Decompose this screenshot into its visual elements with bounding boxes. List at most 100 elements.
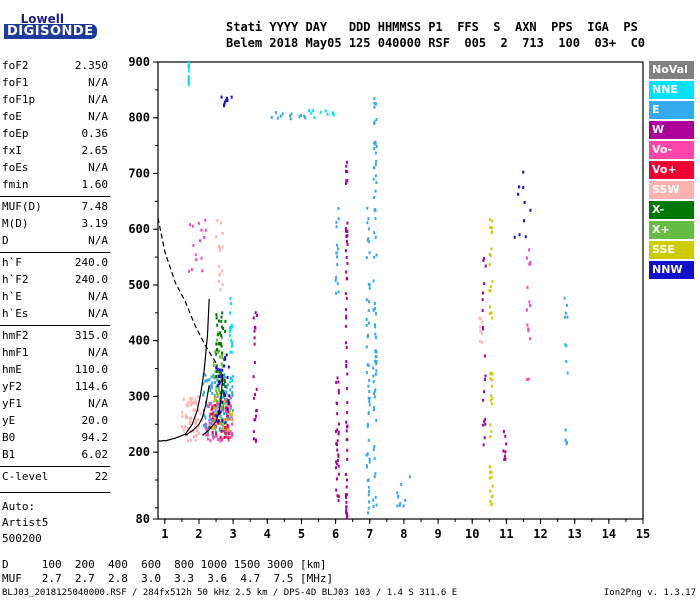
x-tick-label: 4 — [264, 527, 271, 541]
echo-point — [194, 398, 197, 402]
echo-point — [223, 364, 226, 368]
echo-point — [374, 325, 377, 329]
param-label: foF1p — [2, 93, 36, 106]
echo-point — [481, 309, 484, 313]
echo-point — [220, 403, 223, 407]
echo-point — [220, 344, 223, 348]
echo-point — [184, 414, 187, 418]
echo-point — [218, 265, 221, 269]
echo-point — [215, 402, 218, 406]
echo-point — [367, 384, 370, 388]
echo-point — [220, 429, 223, 433]
echo-point — [488, 312, 491, 316]
param-label: foE — [2, 110, 22, 123]
echo-point — [194, 408, 197, 412]
echo-point — [213, 397, 216, 401]
echo-point — [231, 390, 234, 394]
echo-point — [217, 350, 220, 354]
echo-point — [218, 400, 221, 404]
param-label: hmF2 — [2, 329, 29, 342]
echo-point — [490, 384, 493, 388]
y-tick-label: 200 — [128, 445, 150, 459]
param-label: yF2 — [2, 380, 22, 393]
echo-point — [346, 179, 349, 183]
echo-point — [367, 506, 370, 510]
echo-point — [346, 261, 349, 265]
echo-point — [218, 355, 221, 359]
echo-point — [336, 263, 339, 267]
param-value: 315.0 — [74, 329, 108, 342]
echo-point — [373, 389, 376, 393]
echo-point — [213, 427, 216, 431]
echo-point — [204, 228, 207, 232]
param-value: N/A — [88, 290, 108, 303]
echo-point — [337, 472, 340, 476]
echo-point — [225, 391, 228, 395]
echo-point — [336, 412, 339, 416]
echo-point — [213, 405, 216, 409]
echo-point — [205, 379, 208, 383]
param-row: foF1 N/A — [0, 75, 110, 92]
echo-point — [215, 399, 218, 403]
echo-point — [253, 437, 256, 441]
echo-point — [208, 378, 211, 382]
echo-point — [374, 359, 377, 363]
echo-point — [187, 60, 190, 64]
echo-point — [491, 484, 494, 488]
echo-point — [226, 99, 229, 103]
echo-point — [489, 226, 492, 230]
echo-point — [334, 278, 337, 282]
echo-point — [221, 438, 224, 442]
x-tick-label: 5 — [298, 527, 305, 541]
echo-point — [254, 414, 257, 418]
echo-point — [408, 475, 411, 479]
echo-point — [217, 331, 220, 335]
echo-point — [345, 160, 348, 164]
echo-point — [346, 401, 349, 405]
echo-point — [373, 195, 376, 199]
echo-point — [194, 433, 197, 437]
echo-point — [368, 490, 371, 494]
echo-point — [367, 237, 370, 241]
echo-point — [336, 458, 339, 462]
echo-point — [230, 302, 233, 306]
echo-point — [194, 253, 197, 257]
echo-point — [527, 327, 530, 331]
echo-point — [373, 231, 376, 235]
echo-point — [346, 457, 349, 461]
echo-point — [564, 428, 567, 432]
echo-point — [345, 345, 348, 349]
echo-point — [483, 354, 486, 358]
echo-point — [337, 388, 340, 392]
echo-point — [478, 325, 481, 329]
echo-point — [368, 390, 371, 394]
echo-point — [220, 334, 223, 338]
echo-point — [565, 359, 568, 363]
echo-point — [228, 394, 231, 398]
echo-point — [190, 403, 193, 407]
echo-point — [336, 243, 339, 247]
echo-point — [366, 422, 369, 426]
echo-point — [375, 418, 378, 422]
echo-point — [221, 325, 224, 329]
echo-point — [195, 402, 198, 406]
echo-point — [217, 409, 220, 413]
echo-point — [489, 470, 492, 474]
echo-point — [337, 454, 340, 458]
echo-point — [187, 66, 190, 70]
echo-point — [219, 342, 222, 346]
echo-point — [345, 308, 348, 312]
param-value: 240.0 — [74, 273, 108, 286]
echo-point — [525, 308, 528, 312]
echo-point — [230, 344, 233, 348]
x-tick-label: 6 — [332, 527, 339, 541]
param-label: fmin — [2, 178, 29, 191]
echo-point — [222, 104, 225, 108]
echo-point — [375, 102, 378, 106]
echo-point — [225, 98, 228, 102]
echo-point — [192, 408, 195, 412]
echo-point — [218, 246, 221, 250]
echo-point — [213, 420, 216, 424]
echo-point — [210, 383, 213, 387]
echo-point — [226, 400, 229, 404]
